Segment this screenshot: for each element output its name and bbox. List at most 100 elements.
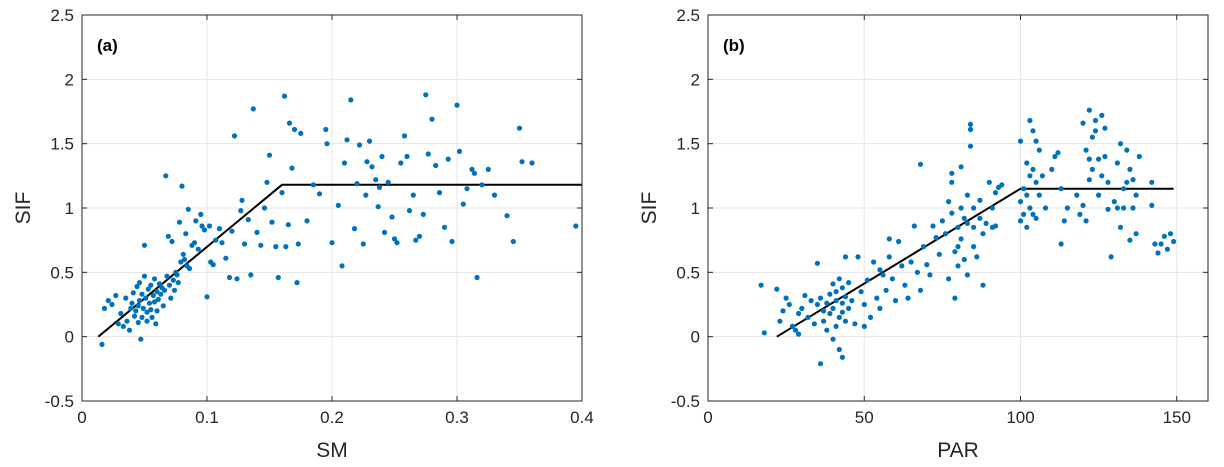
data-point <box>1130 177 1136 183</box>
data-point <box>1092 128 1099 134</box>
y-tick-label: 0.5 <box>50 263 74 282</box>
data-point <box>1055 150 1061 156</box>
data-point <box>155 296 161 302</box>
x-tick-label: 0.3 <box>445 408 469 427</box>
data-point <box>168 295 174 301</box>
data-point <box>1086 156 1092 162</box>
data-point <box>356 142 363 148</box>
data-point <box>883 287 889 293</box>
data-point <box>955 224 961 230</box>
data-point <box>154 308 160 314</box>
data-point <box>164 273 170 279</box>
data-point <box>323 126 329 133</box>
data-point <box>145 286 151 292</box>
data-point <box>413 237 419 243</box>
data-point <box>924 262 930 268</box>
data-point <box>805 314 811 320</box>
data-point <box>814 301 821 308</box>
y-tick-label: 1.5 <box>50 135 74 154</box>
data-point <box>971 205 977 211</box>
data-point <box>105 298 111 304</box>
data-point <box>406 208 413 214</box>
data-point <box>160 303 166 309</box>
data-point <box>139 291 145 297</box>
data-point <box>955 263 961 269</box>
data-point <box>175 280 181 286</box>
data-point <box>861 301 867 308</box>
data-point <box>992 223 999 229</box>
data-point <box>206 223 213 229</box>
data-point <box>304 218 310 224</box>
data-point <box>286 120 293 126</box>
data-point <box>1058 241 1064 247</box>
data-point <box>148 307 154 313</box>
data-point <box>958 205 964 211</box>
data-point <box>821 318 827 324</box>
data-point <box>109 301 115 308</box>
data-point <box>136 280 143 286</box>
data-point <box>128 305 134 311</box>
data-point <box>366 138 373 144</box>
data-point <box>120 323 126 329</box>
y-tick-label: 0.5 <box>676 263 700 282</box>
data-point <box>1121 205 1127 211</box>
data-point <box>135 303 141 309</box>
data-point <box>758 282 764 288</box>
data-point <box>899 263 905 269</box>
data-point <box>1127 237 1133 243</box>
data-point <box>967 143 974 149</box>
data-point <box>1133 192 1139 198</box>
data-point <box>917 287 924 293</box>
data-point <box>802 292 808 299</box>
data-point <box>852 321 858 327</box>
data-point <box>1052 153 1058 160</box>
data-point <box>138 336 144 342</box>
data-point <box>880 272 886 278</box>
data-point <box>179 183 185 189</box>
data-point <box>789 323 796 329</box>
data-point <box>129 300 135 306</box>
data-point <box>391 236 398 242</box>
data-point <box>341 160 348 166</box>
data-point <box>216 226 223 232</box>
data-point <box>799 305 805 311</box>
data-point <box>833 289 839 295</box>
data-point <box>369 164 375 170</box>
data-point <box>181 256 188 263</box>
y-tick-label: 2.5 <box>50 6 74 25</box>
data-point <box>946 276 952 282</box>
data-point <box>1155 250 1161 256</box>
data-point <box>1024 160 1030 166</box>
data-point <box>193 218 199 224</box>
data-point <box>381 229 388 235</box>
data-point <box>964 272 971 278</box>
data-point <box>170 277 176 283</box>
data-point <box>992 190 999 196</box>
data-point <box>204 294 210 300</box>
data-point <box>836 314 842 320</box>
data-point <box>999 182 1005 188</box>
data-point <box>394 240 400 246</box>
data-point <box>921 244 927 250</box>
data-point <box>289 165 295 171</box>
data-point <box>298 130 304 136</box>
data-point <box>285 222 291 228</box>
data-point <box>364 159 370 165</box>
data-point <box>824 327 830 333</box>
data-point <box>1083 147 1089 153</box>
y-tick-label: 0 <box>691 328 700 347</box>
data-point <box>198 211 204 217</box>
data-point <box>295 241 301 247</box>
data-point <box>195 246 201 252</box>
data-point <box>158 291 164 297</box>
data-point <box>821 308 827 314</box>
data-point <box>1164 246 1170 252</box>
data-point <box>842 294 849 300</box>
data-point <box>967 121 974 127</box>
data-point <box>1099 173 1105 179</box>
data-point <box>1017 218 1024 224</box>
data-point <box>1061 218 1067 224</box>
data-point <box>1027 205 1033 211</box>
x-tick-label: 100 <box>1006 408 1034 427</box>
data-point <box>1130 205 1136 211</box>
